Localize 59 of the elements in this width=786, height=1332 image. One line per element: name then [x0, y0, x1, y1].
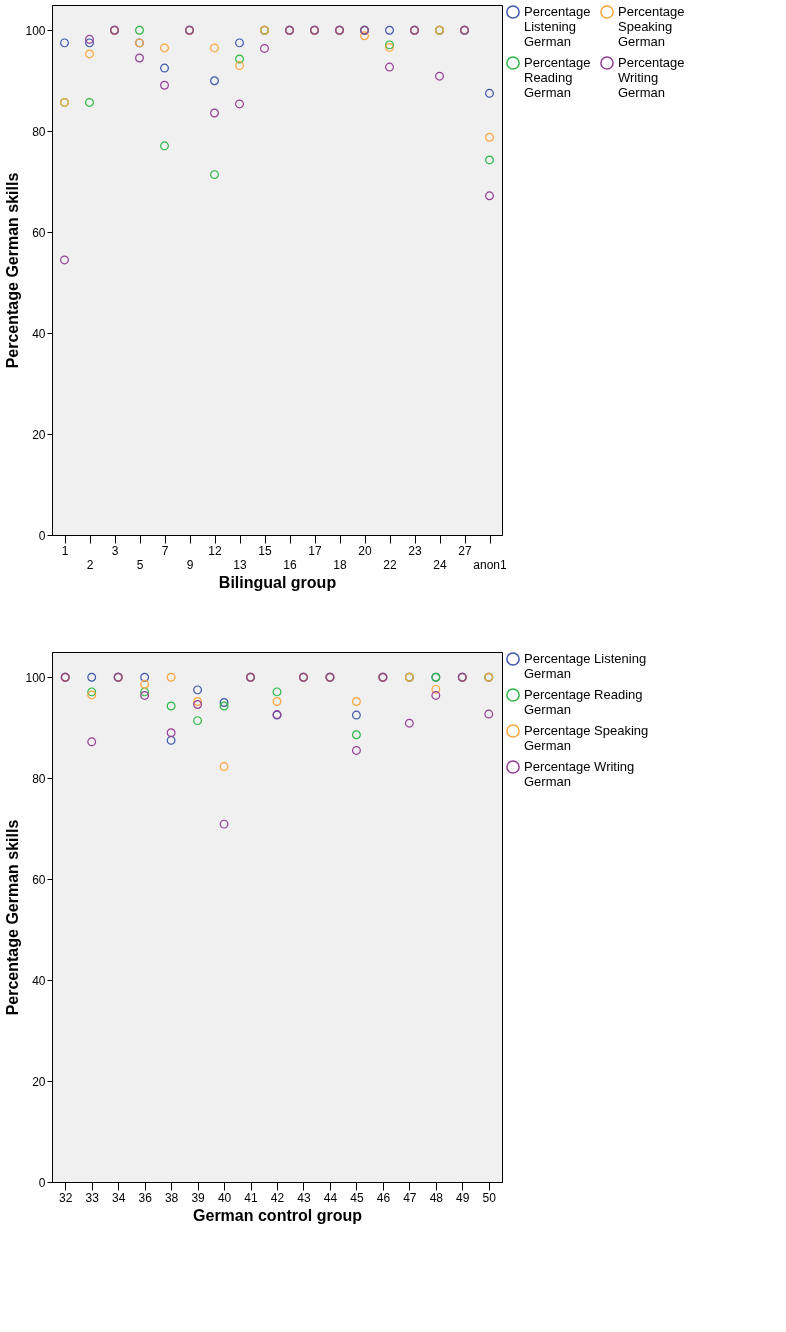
- x-tick-label: 20: [358, 543, 372, 558]
- x-tick-label: 41: [244, 1190, 259, 1205]
- x-tick-label: 34: [112, 1190, 126, 1205]
- x-tick-label: 33: [85, 1190, 100, 1205]
- legend-label: Percentage Speaking German: [618, 4, 685, 49]
- x-tick-label: anon1: [473, 557, 508, 572]
- y-axis-title: Percentage German skills: [4, 172, 22, 369]
- x-tick-label: 38: [164, 1190, 179, 1205]
- x-tick-label: 43: [297, 1190, 311, 1205]
- x-tick-label: 40: [217, 1190, 232, 1205]
- x-tick-label: 13: [233, 557, 247, 572]
- x-tick-label: 3: [111, 543, 119, 558]
- x-tick-label: 45: [350, 1190, 364, 1205]
- legend-label: Percentage Reading German: [524, 55, 591, 100]
- x-tick-label: 48: [429, 1190, 444, 1205]
- y-tick-label: 100: [25, 23, 46, 38]
- x-tick-label: 5: [136, 557, 144, 572]
- x-tick-label: 22: [383, 557, 397, 572]
- x-tick-label: 42: [270, 1190, 285, 1205]
- y-tick-label: 60: [32, 225, 46, 240]
- legend-label: Percentage Listening German: [524, 651, 647, 681]
- x-tick-label: 23: [408, 543, 422, 558]
- y-tick-label: 80: [32, 124, 46, 139]
- y-tick-label: 40: [32, 326, 46, 341]
- x-tick-label: 46: [376, 1190, 391, 1205]
- x-tick-label: 1: [61, 543, 69, 558]
- legend-label: Percentage Writing German: [618, 55, 685, 100]
- y-tick-label: 20: [32, 1074, 46, 1089]
- legend-label: Percentage Listening German: [524, 4, 591, 49]
- x-tick-label: 12: [208, 543, 222, 558]
- x-tick-label: 47: [403, 1190, 417, 1205]
- legend-label: Percentage Reading German: [524, 687, 643, 717]
- legend-label: Percentage Speaking German: [524, 723, 649, 753]
- x-tick-label: 16: [283, 557, 297, 572]
- x-tick-label: 36: [138, 1190, 153, 1205]
- x-tick-label: 50: [482, 1190, 497, 1205]
- x-tick-label: 49: [456, 1190, 470, 1205]
- x-tick-label: 32: [59, 1190, 73, 1205]
- x-tick-label: 44: [323, 1190, 338, 1205]
- x-tick-label: 39: [191, 1190, 206, 1205]
- x-tick-label: 2: [86, 557, 94, 572]
- y-tick-label: 60: [32, 872, 46, 887]
- y-tick-label: 0: [38, 528, 46, 543]
- x-tick-label: 9: [186, 557, 194, 572]
- y-tick-label: 80: [32, 771, 46, 786]
- x-axis-title: German control group: [193, 1206, 363, 1224]
- x-tick-label: 24: [433, 557, 447, 572]
- x-tick-label: 17: [308, 543, 322, 558]
- legend-label: Percentage Writing German: [524, 759, 635, 789]
- y-tick-label: 40: [32, 973, 46, 988]
- y-tick-label: 0: [38, 1175, 46, 1190]
- y-axis-title: Percentage German skills: [4, 819, 22, 1016]
- x-tick-label: 7: [161, 543, 169, 558]
- y-tick-label: 100: [25, 670, 46, 685]
- x-axis-title: Bilingual group: [218, 573, 337, 591]
- x-tick-label: 18: [333, 557, 347, 572]
- y-tick-label: 20: [32, 427, 46, 442]
- x-tick-label: 15: [258, 543, 272, 558]
- x-tick-label: 27: [458, 543, 472, 558]
